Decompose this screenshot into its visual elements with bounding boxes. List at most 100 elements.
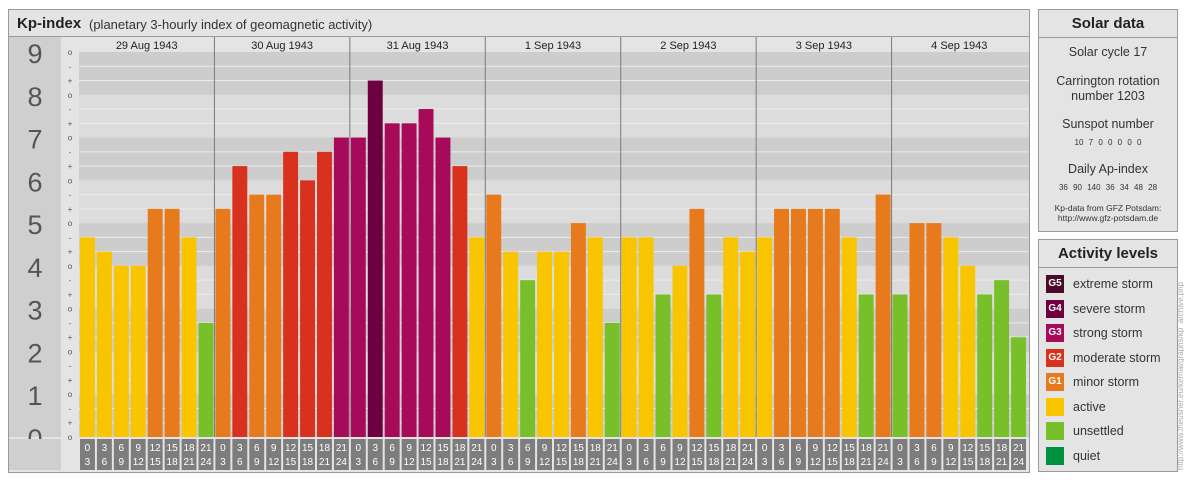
- hour-cell: [740, 439, 756, 470]
- hour-end-label: 18: [573, 457, 585, 468]
- hour-end-label: 21: [183, 457, 195, 468]
- hour-start-label: 0: [897, 443, 903, 454]
- hour-cell: [587, 439, 603, 470]
- hour-cell: [757, 439, 773, 470]
- hour-start-label: 18: [725, 443, 737, 454]
- kp-bar: [266, 194, 282, 437]
- hour-end-label: 15: [420, 457, 432, 468]
- hour-start-label: 3: [237, 443, 243, 454]
- hour-start-label: 0: [762, 443, 768, 454]
- y-tick-label: 2: [27, 338, 42, 368]
- activity-level-swatch: [1046, 397, 1064, 416]
- activity-level-swatch: G4: [1046, 299, 1064, 318]
- hour-start-label: 18: [861, 443, 873, 454]
- hour-end-label: 15: [827, 457, 839, 468]
- minor-tick-label: -: [69, 62, 72, 71]
- hour-cell: [503, 439, 519, 470]
- kp-bar: [638, 237, 654, 437]
- hour-cell: [892, 439, 908, 470]
- hour-start-label: 3: [779, 443, 785, 454]
- day-label: 2 Sep 1943: [660, 40, 716, 52]
- hour-cell: [570, 439, 586, 470]
- minor-tick-label: o: [68, 347, 73, 356]
- minor-tick-label: o: [68, 305, 73, 314]
- hour-end-label: 24: [742, 457, 754, 468]
- hour-end-label: 24: [1013, 457, 1025, 468]
- hour-end-label: 6: [102, 457, 108, 468]
- minor-tick-label: +: [68, 205, 73, 214]
- kp-bar: [604, 322, 620, 437]
- kp-bar: [503, 251, 519, 437]
- kp-bar: [570, 223, 586, 437]
- hour-cell: [401, 439, 417, 470]
- activity-level-swatch: [1046, 422, 1064, 440]
- activity-level-label: strong storm: [1073, 326, 1143, 340]
- minor-tick-label: +: [68, 162, 73, 171]
- hour-cell: [858, 439, 874, 470]
- minor-tick-label: -: [69, 233, 72, 242]
- hour-start-label: 3: [643, 443, 649, 454]
- hour-end-label: 24: [471, 457, 483, 468]
- hour-end-label: 18: [167, 457, 179, 468]
- hour-cell: [943, 439, 959, 470]
- hour-end-label: 3: [220, 457, 226, 468]
- hour-end-label: 21: [454, 457, 466, 468]
- sunspot-label: Sunspot number: [1062, 117, 1154, 131]
- kp-bar: [807, 208, 823, 437]
- y-tick-label: 8: [27, 82, 42, 112]
- hour-start-label: 3: [914, 443, 920, 454]
- hour-cell: [367, 439, 383, 470]
- hour-start-label: 12: [285, 443, 297, 454]
- activity-level-swatch: [1046, 446, 1064, 465]
- hour-cell: [181, 439, 197, 470]
- hour-start-label: 0: [491, 443, 497, 454]
- data-source-line-1: Kp-data from GFZ Potsdam:: [1054, 203, 1162, 213]
- kp-bar: [655, 294, 671, 437]
- minor-tick-label: o: [68, 219, 73, 228]
- hour-start-label: 9: [677, 443, 683, 454]
- hour-start-label: 15: [302, 443, 314, 454]
- hour-start-label: 12: [962, 443, 974, 454]
- hour-cell: [960, 439, 976, 470]
- minor-tick-label: o: [68, 390, 73, 399]
- hour-start-label: 3: [102, 443, 108, 454]
- hour-cell: [486, 439, 502, 470]
- hour-start-label: 6: [931, 443, 937, 454]
- hour-end-label: 9: [525, 457, 531, 468]
- hour-end-label: 3: [626, 457, 632, 468]
- activity-level-swatch: G1: [1046, 373, 1064, 391]
- activity-level-swatch: G5: [1046, 275, 1064, 293]
- hour-cell: [333, 439, 349, 470]
- kp-bar: [892, 294, 908, 437]
- activity-level-label: quiet: [1073, 448, 1101, 463]
- hour-cell: [554, 439, 569, 470]
- hour-cell: [638, 439, 654, 470]
- hour-start-label: 0: [626, 443, 632, 454]
- hour-start-label: 3: [372, 443, 378, 454]
- hour-cell: [672, 439, 688, 470]
- kp-bar: [435, 137, 451, 438]
- kp-bar: [943, 237, 959, 437]
- kp-bar: [774, 208, 789, 437]
- hour-start-label: 21: [742, 443, 754, 454]
- hour-end-label: 15: [150, 457, 162, 468]
- kp-bar: [960, 265, 976, 437]
- y-tick-label: 6: [27, 167, 42, 197]
- kp-bar: [418, 109, 434, 438]
- kp-bar: [249, 194, 265, 437]
- minor-tick-label: o: [68, 433, 73, 442]
- activity-level-label: severe storm: [1073, 301, 1146, 316]
- hour-end-label: 12: [133, 457, 145, 468]
- hour-start-label: 9: [948, 443, 954, 454]
- day-label: 31 Aug 1943: [387, 40, 449, 52]
- hour-end-label: 12: [945, 457, 957, 468]
- kp-bar: [401, 123, 417, 438]
- hour-end-label: 9: [796, 457, 802, 468]
- carrington-line-1: Carrington rotation: [1056, 74, 1160, 88]
- hour-start-label: 21: [471, 443, 483, 454]
- minor-tick-label: o: [68, 262, 73, 271]
- hour-end-label: 6: [372, 457, 378, 468]
- chart-title: Kp-index: [17, 15, 82, 32]
- minor-tick-label: -: [69, 404, 72, 413]
- hour-start-label: 21: [200, 443, 212, 454]
